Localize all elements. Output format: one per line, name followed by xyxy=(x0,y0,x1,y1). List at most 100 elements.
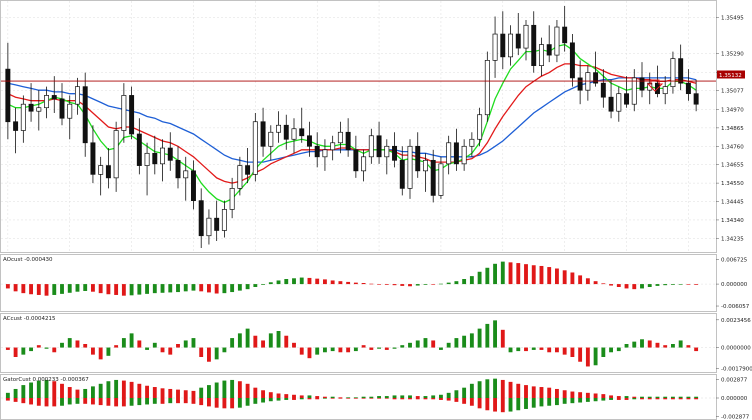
gator-bar xyxy=(678,398,683,400)
gator-bar xyxy=(384,396,389,398)
bear-candle xyxy=(175,159,181,179)
gator-bar xyxy=(400,395,405,398)
ac-bar xyxy=(454,338,459,348)
bull-candle xyxy=(422,159,428,172)
gator-bar xyxy=(516,398,521,411)
ac-bar xyxy=(562,347,567,355)
bear-candle xyxy=(13,121,19,131)
ac-panel-frame xyxy=(0,313,717,373)
bear-candle xyxy=(129,95,135,135)
gator-bar xyxy=(392,395,397,398)
price-tick-label: 1.34865 xyxy=(721,126,744,132)
ac-bar xyxy=(183,340,188,348)
bear-candle xyxy=(693,93,699,105)
bull-candle xyxy=(268,131,274,147)
ac-bar xyxy=(570,347,575,357)
gator-bar xyxy=(75,398,80,404)
ao-bar xyxy=(315,278,320,285)
bull-candle xyxy=(469,138,475,147)
bear-candle xyxy=(569,42,575,79)
ao-bar xyxy=(36,284,41,295)
ao-bar xyxy=(21,284,26,294)
ac-bar xyxy=(585,347,590,367)
gator-bar xyxy=(616,398,621,400)
gator-bar xyxy=(13,398,18,402)
ao-bar xyxy=(562,270,567,285)
ao-bar xyxy=(207,284,211,293)
gator-bar xyxy=(214,398,219,408)
gator-bar xyxy=(369,396,374,398)
ac-indicator-label: ACcust -0.0004215 xyxy=(3,316,56,322)
ac-bar xyxy=(67,338,72,348)
ac-bar xyxy=(114,345,119,348)
gator-bar xyxy=(686,396,691,398)
ac-bar xyxy=(261,340,265,348)
ao-bar xyxy=(353,282,358,285)
ao-bar xyxy=(199,284,204,292)
ao-bar xyxy=(547,267,552,285)
bear-candle xyxy=(415,145,421,172)
gator-bar xyxy=(423,398,428,400)
ao-bar xyxy=(83,284,88,291)
ac-bar xyxy=(624,344,629,348)
ac-bar xyxy=(477,328,482,348)
ao-bar xyxy=(160,284,165,293)
bear-candle xyxy=(639,77,645,91)
gator-bar xyxy=(570,398,575,404)
ao-bar xyxy=(469,276,474,285)
ac-bar xyxy=(547,347,552,353)
ac-bar xyxy=(168,347,173,355)
gator-bar xyxy=(346,397,351,398)
ac-bar xyxy=(353,347,358,352)
bear-candle xyxy=(152,152,158,165)
gator-bar xyxy=(160,398,165,404)
ao-bar xyxy=(145,284,149,294)
gator-bar xyxy=(686,398,691,400)
bear-candle xyxy=(283,124,289,140)
bull-candle xyxy=(291,128,297,140)
ao-bar xyxy=(299,277,304,285)
gator-bar xyxy=(531,398,536,408)
gator-bar xyxy=(493,378,497,398)
gator-bar xyxy=(13,388,18,398)
gator-bar xyxy=(562,398,567,404)
ao-bar xyxy=(183,284,188,292)
gator-bar xyxy=(152,398,157,404)
price-tick-label: 1.34655 xyxy=(721,163,744,169)
gator-bar xyxy=(431,395,436,398)
ac-bar xyxy=(13,347,18,357)
bear-candle xyxy=(105,165,111,179)
bear-candle xyxy=(685,82,691,95)
ac-bar xyxy=(284,335,289,348)
ac-bar xyxy=(307,347,312,359)
ac-bar xyxy=(601,347,606,357)
ao-bar xyxy=(439,283,443,285)
ac-bar xyxy=(500,329,505,348)
ao-bar xyxy=(346,281,351,285)
gator-bar xyxy=(462,398,467,404)
bull-candle xyxy=(330,142,336,151)
ac-bar xyxy=(21,347,26,355)
gator-tick-label: -0.002877 xyxy=(721,415,750,420)
ao-bar xyxy=(5,284,10,289)
gator-bar xyxy=(207,398,211,407)
ao-bar xyxy=(624,284,629,289)
ao-bar xyxy=(114,284,119,295)
gator-bar xyxy=(346,398,351,399)
gator-bar xyxy=(114,398,119,407)
gator-bar xyxy=(593,393,598,398)
ac-bar xyxy=(299,347,304,355)
gator-bar xyxy=(207,385,211,398)
ac-bar xyxy=(129,333,134,348)
ac-bar xyxy=(408,342,412,348)
gator-bar xyxy=(562,390,567,398)
gator-bar xyxy=(29,382,33,398)
gator-bar xyxy=(539,398,544,407)
gator-bar xyxy=(469,383,474,398)
price-tick-label: 1.35077 xyxy=(721,89,744,95)
gator-bar xyxy=(454,390,459,398)
gator-bar xyxy=(230,398,235,409)
gator-bar xyxy=(245,383,250,398)
current-price-tag xyxy=(717,70,745,79)
ac-bar xyxy=(361,345,366,348)
